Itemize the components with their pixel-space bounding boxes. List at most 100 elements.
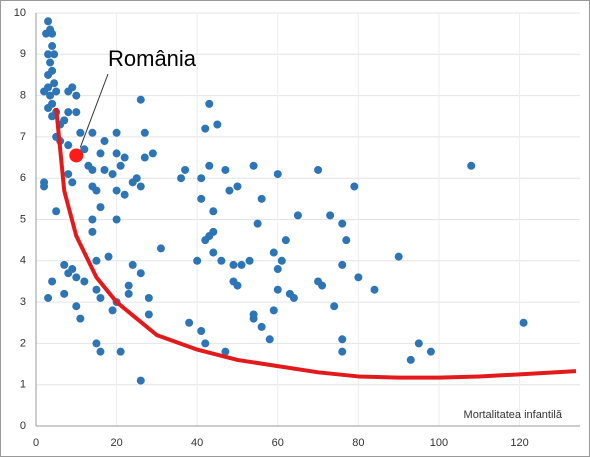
point: [92, 339, 101, 348]
point: [338, 260, 347, 269]
point: [88, 215, 97, 224]
point: [148, 149, 157, 158]
point: [116, 161, 125, 170]
point: [46, 58, 55, 67]
point: [68, 178, 77, 187]
point: [281, 236, 290, 245]
y-tick-label: 3: [20, 296, 26, 308]
point: [92, 186, 101, 195]
point: [108, 170, 117, 179]
point: [76, 314, 85, 323]
point: [76, 128, 85, 137]
point: [213, 120, 222, 129]
point: [72, 108, 81, 117]
point: [221, 165, 230, 174]
point: [209, 207, 218, 216]
x-tick-label: 100: [430, 437, 448, 449]
point: [205, 99, 214, 108]
point: [84, 161, 93, 170]
point: [221, 347, 230, 356]
point: [128, 260, 137, 269]
y-tick-label: 8: [20, 90, 26, 102]
point: [249, 310, 258, 319]
point: [50, 50, 59, 59]
point: [136, 95, 145, 104]
point: [72, 91, 81, 100]
point: [253, 219, 262, 228]
point: [52, 207, 61, 216]
point: [144, 293, 153, 302]
point: [104, 252, 113, 261]
point: [72, 273, 81, 282]
point: [64, 170, 73, 179]
point: [273, 170, 282, 179]
point: [265, 335, 274, 344]
point: [156, 244, 165, 253]
point: [132, 174, 141, 183]
point: [48, 42, 57, 51]
point: [249, 161, 258, 170]
point: [120, 153, 129, 162]
x-tick-label: 20: [110, 437, 122, 449]
y-tick-label: 9: [20, 48, 26, 60]
point: [48, 277, 57, 286]
point: [40, 87, 49, 96]
point: [64, 141, 73, 150]
point: [48, 112, 57, 121]
point: [350, 182, 359, 191]
point: [60, 260, 69, 269]
point: [519, 318, 528, 327]
point: [136, 182, 145, 191]
point: [72, 302, 81, 311]
point: [338, 335, 347, 344]
y-tick-label: 2: [20, 337, 26, 349]
point: [229, 260, 238, 269]
point: [112, 149, 121, 158]
point: [92, 256, 101, 265]
x-tick-label: 120: [510, 437, 528, 449]
point: [314, 165, 323, 174]
point: [124, 281, 133, 290]
point: [88, 227, 97, 236]
point: [201, 124, 210, 133]
point: [233, 182, 242, 191]
point: [257, 322, 266, 331]
point: [209, 248, 218, 257]
point: [120, 190, 129, 199]
point: [40, 182, 49, 191]
point: [293, 211, 302, 220]
point: [269, 248, 278, 257]
point: [68, 265, 77, 274]
point: [68, 83, 77, 92]
point: [326, 211, 335, 220]
point: [140, 153, 149, 162]
point: [426, 347, 435, 356]
x-axis-label: Mortalitatea infantilă: [464, 409, 563, 421]
x-tick-label: 80: [352, 437, 364, 449]
y-tick-label: 4: [20, 255, 26, 267]
point: [205, 161, 214, 170]
point: [181, 165, 190, 174]
point: [44, 50, 53, 59]
highlight-point: [69, 148, 84, 163]
annotation-line: [79, 73, 109, 148]
point: [80, 277, 89, 286]
point: [245, 256, 254, 265]
point: [100, 165, 109, 174]
point: [50, 79, 59, 88]
point: [233, 281, 242, 290]
point: [330, 302, 339, 311]
point: [414, 339, 423, 348]
point: [225, 186, 234, 195]
point: [92, 285, 101, 294]
y-tick-label: 0: [20, 420, 26, 432]
point: [193, 256, 202, 265]
point: [269, 306, 278, 315]
point: [201, 236, 210, 245]
point: [197, 174, 206, 183]
annotation: România: [108, 46, 197, 71]
point: [44, 70, 53, 79]
trend-line: [54, 107, 577, 380]
